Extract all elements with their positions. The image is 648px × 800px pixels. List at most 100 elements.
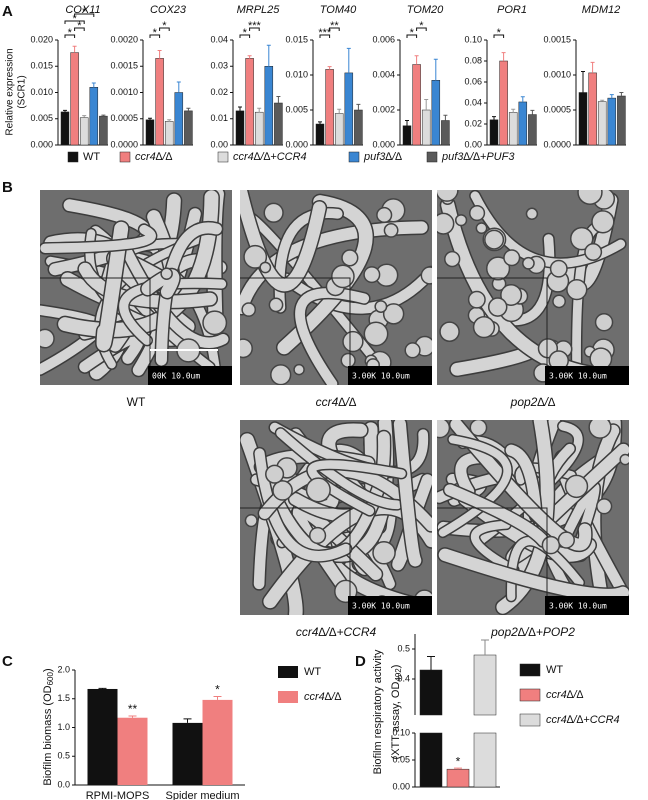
bar <box>334 113 344 146</box>
bar <box>354 109 363 146</box>
error-bar <box>72 45 77 53</box>
yeast-cell <box>305 477 331 503</box>
bar <box>245 58 254 146</box>
bar <box>315 123 325 146</box>
micrograph-label: pop2∆/∆+POP2 <box>490 625 575 639</box>
error-bar <box>276 95 281 103</box>
yeast-cell <box>596 498 613 515</box>
bracket <box>64 34 76 38</box>
y-tick-label: 0.005 <box>285 104 308 114</box>
yeast-cell <box>549 259 568 278</box>
error-bar <box>186 107 191 111</box>
error-bar <box>128 715 137 718</box>
significance: ** <box>330 20 339 32</box>
bar <box>145 119 155 146</box>
bar <box>617 95 626 146</box>
bar <box>578 92 588 146</box>
legend-swatch <box>519 663 541 677</box>
bar <box>412 64 421 146</box>
inset-border <box>437 277 548 385</box>
legend-label: puf3∆/∆+PUF3 <box>441 151 515 163</box>
yeast-cell <box>503 249 521 267</box>
scale-text: 00K 10.0um <box>152 372 200 381</box>
y-tick-label: 0.000 <box>372 139 395 149</box>
bar <box>184 110 193 146</box>
bar <box>489 119 499 146</box>
error-bar <box>157 50 162 59</box>
y-tick-label: 0.08 <box>464 55 482 65</box>
y-tick-label: 0.0015 <box>543 34 571 44</box>
micrograph <box>240 420 432 615</box>
y-tick-label: 1.5 <box>57 693 70 703</box>
error-bar <box>101 114 106 117</box>
yeast-cell <box>467 290 486 309</box>
y-axis-label-part: Biofilm respiratory activity <box>372 649 384 774</box>
bracket <box>416 27 427 31</box>
significance: * <box>82 6 87 18</box>
yeast-cell <box>484 229 505 250</box>
legend-label: WT <box>546 664 563 676</box>
y-tick-label: 0.01 <box>210 113 228 123</box>
yeast-cell <box>437 212 455 235</box>
bar <box>518 101 528 146</box>
bracket <box>249 27 260 31</box>
panel-label: B <box>2 179 13 196</box>
scale-strip <box>545 366 629 385</box>
bar <box>431 80 441 146</box>
legend-swatch <box>67 151 79 163</box>
y-tick-label: 0.04 <box>210 34 228 44</box>
bar <box>79 117 89 146</box>
bar <box>441 120 450 146</box>
chart-title: COX11 <box>65 4 100 16</box>
scale-strip <box>348 366 432 385</box>
yeast-cell <box>566 278 588 301</box>
hypha <box>240 190 326 292</box>
bar <box>60 111 70 146</box>
error-bar <box>443 114 448 121</box>
y-axis-label-part: ) <box>390 665 402 669</box>
yeast-cell <box>594 313 614 332</box>
micrograph-label: ccr4∆/∆ <box>316 395 357 409</box>
bar <box>235 110 245 146</box>
panel-label: D <box>355 653 366 670</box>
error-bar <box>590 61 595 73</box>
error-bar <box>167 119 172 122</box>
error-bar <box>148 117 152 120</box>
error-bar <box>492 116 496 120</box>
significance: * <box>153 27 158 39</box>
micrograph-label: ccr4∆/∆+CCR4 <box>296 625 377 639</box>
scale-text: 3.00K 10.0um <box>352 602 410 611</box>
hypha <box>119 278 227 345</box>
yeast-cell <box>437 420 451 439</box>
y-tick-label: 0.0010 <box>543 69 571 79</box>
y-tick-label: 0.0000 <box>110 139 138 149</box>
panel-label: A <box>2 3 13 20</box>
bar <box>155 58 164 146</box>
hypha <box>444 484 549 547</box>
error-bar <box>257 107 262 113</box>
yeast-cell <box>569 226 594 251</box>
yeast-cell <box>552 294 566 309</box>
yeast-cell <box>500 283 523 306</box>
significance: * <box>215 683 220 697</box>
error-bar <box>433 58 438 81</box>
yeast-cell <box>557 531 575 549</box>
yeast-cell <box>383 222 399 238</box>
hypha <box>450 420 592 551</box>
y-tick-label: 0.10 <box>392 727 410 737</box>
yeast-cell <box>404 342 421 359</box>
bar <box>174 92 184 146</box>
yeast-cell <box>564 474 589 499</box>
bracket <box>74 27 85 31</box>
legend-label: ccr4∆/∆+CCR4 <box>546 714 620 726</box>
chart-title: MRPL25 <box>237 4 281 16</box>
bracket <box>406 34 418 38</box>
bar <box>499 60 508 146</box>
y-tick-label: 0.00 <box>392 781 410 791</box>
hypha <box>115 233 229 348</box>
error-bar <box>176 81 181 93</box>
bar <box>508 112 518 146</box>
error-bar <box>238 106 242 111</box>
legend-label: ccr4∆/∆ <box>546 689 584 701</box>
legend-swatch <box>119 151 131 163</box>
